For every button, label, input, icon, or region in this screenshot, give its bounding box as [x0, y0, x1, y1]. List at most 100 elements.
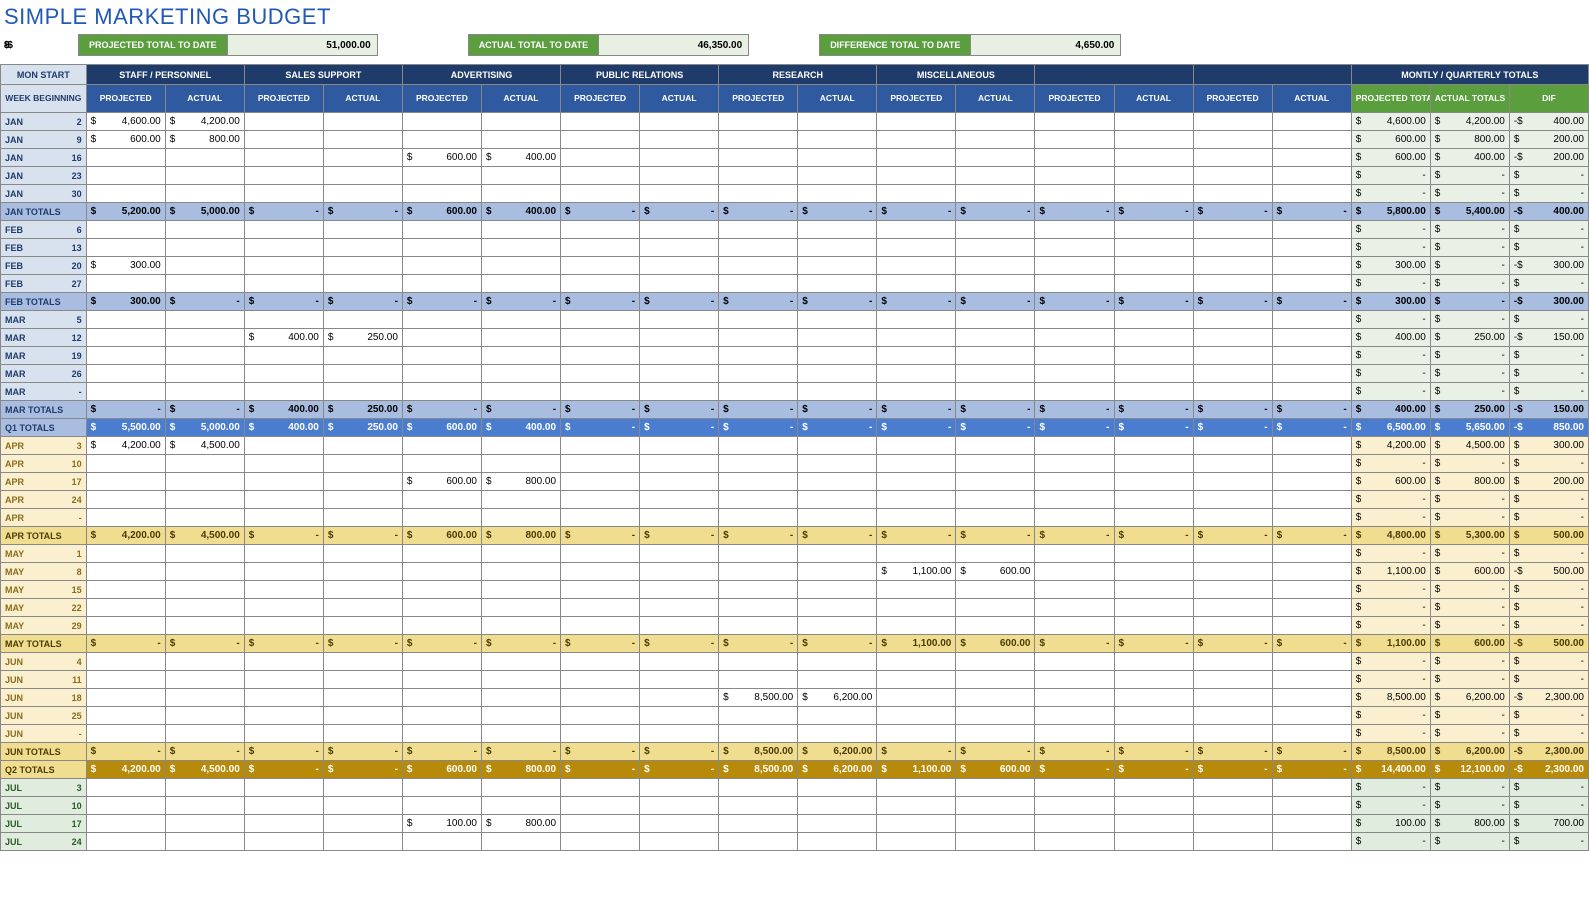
cell[interactable] — [1035, 437, 1114, 455]
cell[interactable]: $- — [1035, 527, 1114, 545]
cell[interactable] — [402, 509, 481, 527]
cell[interactable] — [86, 617, 165, 635]
cell[interactable] — [561, 185, 640, 203]
cell[interactable]: $250.00 — [323, 419, 402, 437]
cell[interactable] — [1193, 455, 1272, 473]
cell[interactable]: $8,500.00 — [719, 743, 798, 761]
cell[interactable] — [402, 725, 481, 743]
cell[interactable] — [323, 581, 402, 599]
cell[interactable] — [402, 599, 481, 617]
cell[interactable] — [481, 797, 560, 815]
cell[interactable] — [481, 455, 560, 473]
cell[interactable]: $- — [165, 743, 244, 761]
cell[interactable]: $- — [640, 743, 719, 761]
cell[interactable]: $- — [1272, 761, 1351, 779]
cell[interactable]: $400.00 — [244, 329, 323, 347]
cell[interactable]: $300.00 — [86, 257, 165, 275]
cell[interactable] — [244, 275, 323, 293]
cell[interactable]: $4,500.00 — [165, 527, 244, 545]
cell[interactable] — [86, 671, 165, 689]
cell[interactable] — [165, 599, 244, 617]
cell[interactable] — [561, 581, 640, 599]
cell[interactable]: $- — [244, 203, 323, 221]
cell[interactable] — [1035, 329, 1114, 347]
cell[interactable] — [402, 347, 481, 365]
cell[interactable]: $- — [1114, 743, 1193, 761]
cell[interactable] — [1193, 311, 1272, 329]
cell[interactable] — [1114, 599, 1193, 617]
cell[interactable]: $- — [1272, 203, 1351, 221]
cell[interactable] — [481, 257, 560, 275]
cell[interactable] — [798, 365, 877, 383]
cell[interactable] — [1193, 275, 1272, 293]
cell[interactable] — [719, 725, 798, 743]
cell[interactable] — [719, 437, 798, 455]
cell[interactable] — [323, 185, 402, 203]
cell[interactable] — [244, 617, 323, 635]
cell[interactable] — [481, 653, 560, 671]
cell[interactable]: $- — [165, 401, 244, 419]
cell[interactable] — [798, 779, 877, 797]
cell[interactable]: $800.00 — [481, 815, 560, 833]
cell[interactable] — [956, 185, 1035, 203]
cell[interactable] — [640, 491, 719, 509]
cell[interactable] — [877, 707, 956, 725]
cell[interactable] — [165, 725, 244, 743]
cell[interactable]: $250.00 — [323, 401, 402, 419]
cell[interactable] — [1114, 797, 1193, 815]
cell[interactable] — [1114, 131, 1193, 149]
cell[interactable] — [323, 455, 402, 473]
cell[interactable] — [323, 311, 402, 329]
cell[interactable]: $4,200.00 — [86, 437, 165, 455]
cell[interactable]: $- — [956, 293, 1035, 311]
cell[interactable] — [956, 797, 1035, 815]
cell[interactable] — [1272, 455, 1351, 473]
cell[interactable] — [86, 329, 165, 347]
cell[interactable] — [877, 455, 956, 473]
cell[interactable]: $- — [1035, 743, 1114, 761]
cell[interactable] — [402, 797, 481, 815]
cell[interactable] — [1272, 581, 1351, 599]
cell[interactable]: $- — [1272, 743, 1351, 761]
cell[interactable] — [323, 653, 402, 671]
cell[interactable] — [956, 653, 1035, 671]
cell[interactable] — [561, 221, 640, 239]
cell[interactable] — [165, 545, 244, 563]
cell[interactable]: $- — [244, 527, 323, 545]
cell[interactable]: $1,100.00 — [877, 563, 956, 581]
cell[interactable] — [323, 131, 402, 149]
cell[interactable]: $- — [956, 203, 1035, 221]
cell[interactable] — [323, 545, 402, 563]
cell[interactable] — [165, 491, 244, 509]
cell[interactable] — [798, 383, 877, 401]
cell[interactable] — [323, 491, 402, 509]
cell[interactable] — [244, 149, 323, 167]
cell[interactable] — [640, 365, 719, 383]
cell[interactable] — [1272, 545, 1351, 563]
cell[interactable] — [402, 185, 481, 203]
cell[interactable]: $- — [1035, 761, 1114, 779]
cell[interactable] — [956, 725, 1035, 743]
cell[interactable] — [86, 707, 165, 725]
cell[interactable] — [402, 113, 481, 131]
cell[interactable] — [402, 689, 481, 707]
cell[interactable] — [798, 149, 877, 167]
cell[interactable] — [719, 455, 798, 473]
cell[interactable] — [561, 113, 640, 131]
cell[interactable] — [1193, 815, 1272, 833]
cell[interactable] — [1272, 689, 1351, 707]
cell[interactable] — [719, 383, 798, 401]
cell[interactable] — [798, 563, 877, 581]
cell[interactable] — [323, 563, 402, 581]
cell[interactable] — [719, 239, 798, 257]
cell[interactable]: $6,200.00 — [798, 743, 877, 761]
cell[interactable] — [1114, 833, 1193, 851]
cell[interactable] — [640, 581, 719, 599]
cell[interactable] — [877, 617, 956, 635]
cell[interactable] — [1035, 689, 1114, 707]
cell[interactable] — [956, 599, 1035, 617]
cell[interactable] — [86, 365, 165, 383]
cell[interactable] — [1035, 347, 1114, 365]
cell[interactable] — [1035, 833, 1114, 851]
cell[interactable] — [798, 653, 877, 671]
